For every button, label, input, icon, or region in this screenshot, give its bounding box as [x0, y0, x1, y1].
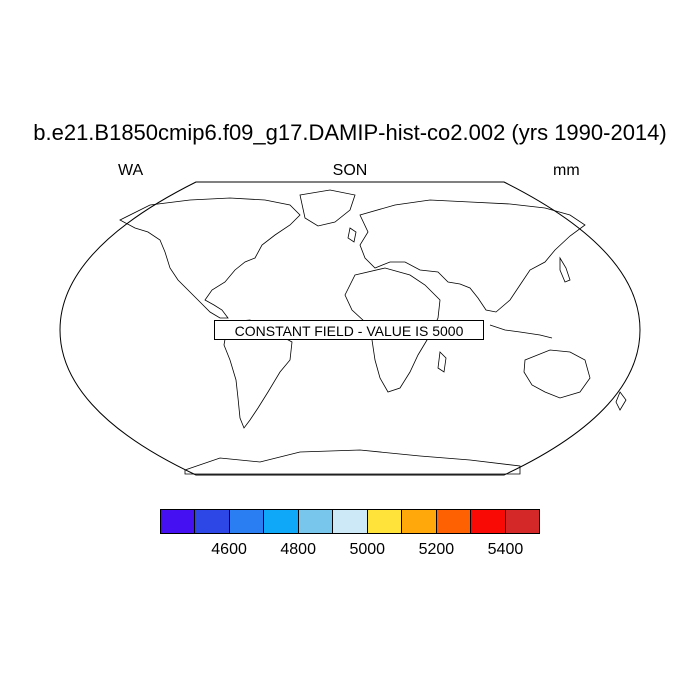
uk-coast: [347, 227, 357, 243]
colorbar-swatch: [161, 510, 196, 533]
colorbar: [160, 509, 540, 534]
madagascar-coast: [437, 351, 447, 373]
colorbar-swatch: [298, 510, 334, 533]
constant-field-message: CONSTANT FIELD - VALUE IS 5000: [214, 320, 484, 340]
plot-title: b.e21.B1850cmip6.f09_g17.DAMIP-hist-co2.…: [33, 120, 667, 145]
season-label: SON: [332, 162, 368, 179]
colorbar-tick-label: 5200: [418, 541, 455, 558]
new-zealand-coast: [615, 391, 627, 411]
eurasia-coast: [359, 199, 586, 313]
colorbar-swatch: [402, 510, 437, 533]
colorbar-swatch: [229, 510, 265, 533]
colorbar-tick-label: 5400: [487, 541, 524, 558]
colorbar-swatch: [436, 510, 472, 533]
units-label: mm: [553, 162, 580, 179]
antarctica-coast: [184, 449, 521, 475]
colorbar-swatch: [505, 510, 539, 533]
variable-label: WA: [118, 162, 144, 179]
colorbar-swatch: [264, 510, 299, 533]
colorbar-swatch: [333, 510, 368, 533]
japan-coast: [559, 256, 571, 283]
greenland-coast: [299, 189, 356, 227]
colorbar-tick-label: 5000: [349, 541, 386, 558]
colorbar-swatch: [471, 510, 506, 533]
north-america-coast: [119, 197, 301, 319]
colorbar-swatch: [367, 510, 403, 533]
colorbar-tick-label: 4800: [280, 541, 316, 558]
indonesia-coast: [489, 324, 553, 339]
colorbar-swatch: [195, 510, 230, 533]
australia-coast: [523, 349, 591, 399]
colorbar-tick-label: 4600: [211, 541, 247, 558]
